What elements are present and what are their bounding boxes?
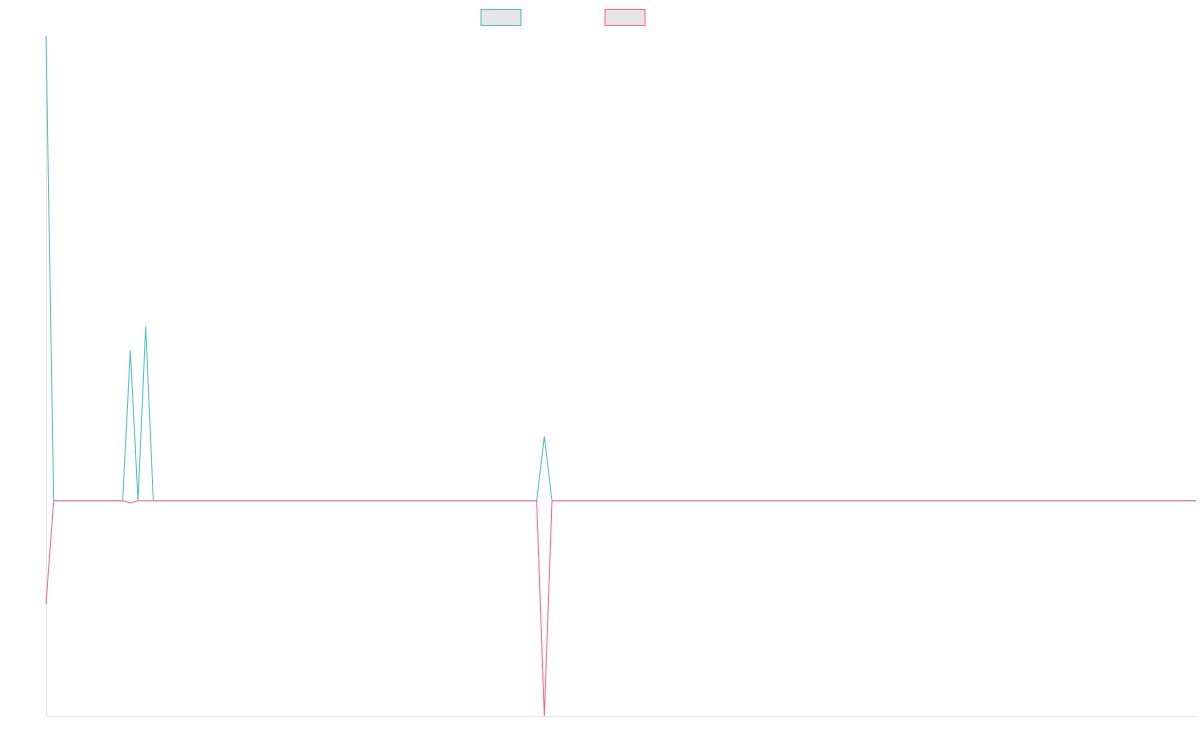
- series-line-1: [45, 35, 1196, 502]
- series-group: [45, 35, 1196, 717]
- legend: [480, 9, 646, 26]
- legend-swatch-2[interactable]: [604, 9, 646, 26]
- series-line-2: [45, 500, 1196, 717]
- legend-swatch-1[interactable]: [480, 9, 522, 26]
